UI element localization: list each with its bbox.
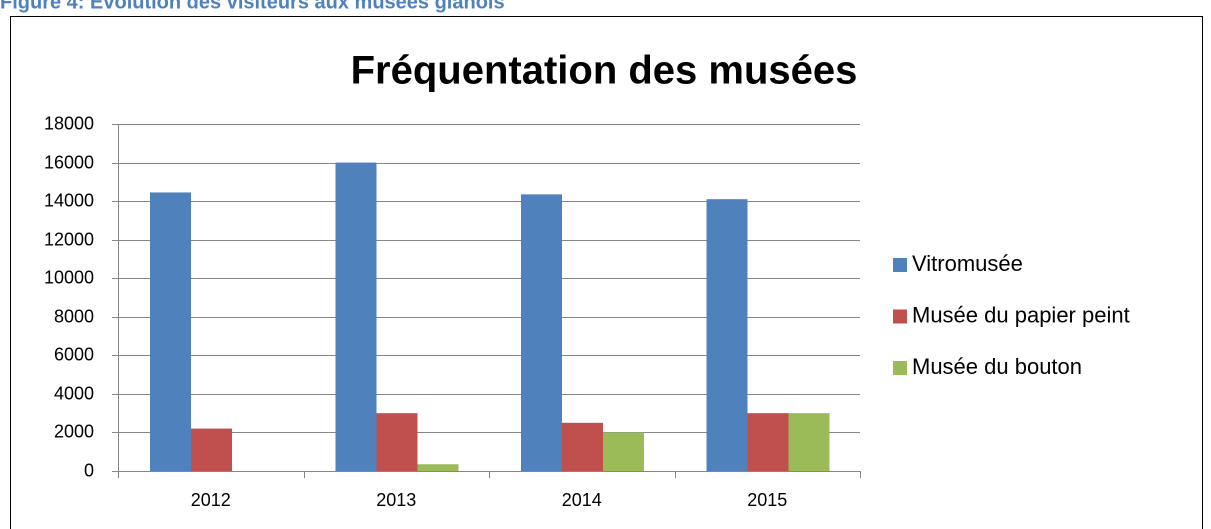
y-tick-label: 10000 [44, 267, 94, 287]
x-tick-label: 2015 [747, 490, 787, 510]
y-tick-label: 12000 [44, 229, 94, 249]
y-tick-label: 18000 [44, 113, 94, 133]
bar [788, 413, 830, 471]
bar [562, 422, 603, 471]
legend-label: Musée du papier peint [912, 302, 1130, 327]
bar [706, 199, 748, 471]
legend-swatch [893, 258, 907, 272]
bar [150, 192, 191, 472]
y-tick-label: 4000 [54, 383, 94, 403]
y-tick-label: 2000 [54, 421, 94, 441]
legend-label: Vitromusée [912, 251, 1023, 276]
figure-caption: Figure 4: Evolution des visiteurs aux mu… [0, 0, 505, 13]
y-tick-label: 14000 [44, 190, 94, 210]
chart-title: Fréquentation des musées [351, 49, 858, 93]
bar [417, 464, 459, 471]
x-tick-label: 2012 [191, 490, 231, 510]
bar [191, 428, 232, 471]
y-tick-label: 6000 [54, 344, 94, 364]
y-tick-label: 16000 [44, 152, 94, 172]
bar [747, 413, 789, 471]
legend-swatch [893, 309, 907, 324]
x-tick-label: 2014 [562, 490, 602, 510]
legend-label: Musée du bouton [912, 354, 1082, 379]
bar [521, 194, 562, 471]
bar [603, 432, 644, 471]
x-tick-label: 2013 [376, 490, 416, 510]
bar [335, 162, 377, 472]
legend-swatch [893, 361, 907, 375]
bar [376, 413, 418, 471]
y-tick-label: 0 [84, 460, 94, 480]
y-tick-label: 8000 [54, 306, 94, 326]
